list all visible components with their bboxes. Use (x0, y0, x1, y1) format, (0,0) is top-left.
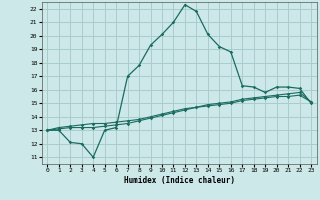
X-axis label: Humidex (Indice chaleur): Humidex (Indice chaleur) (124, 176, 235, 185)
